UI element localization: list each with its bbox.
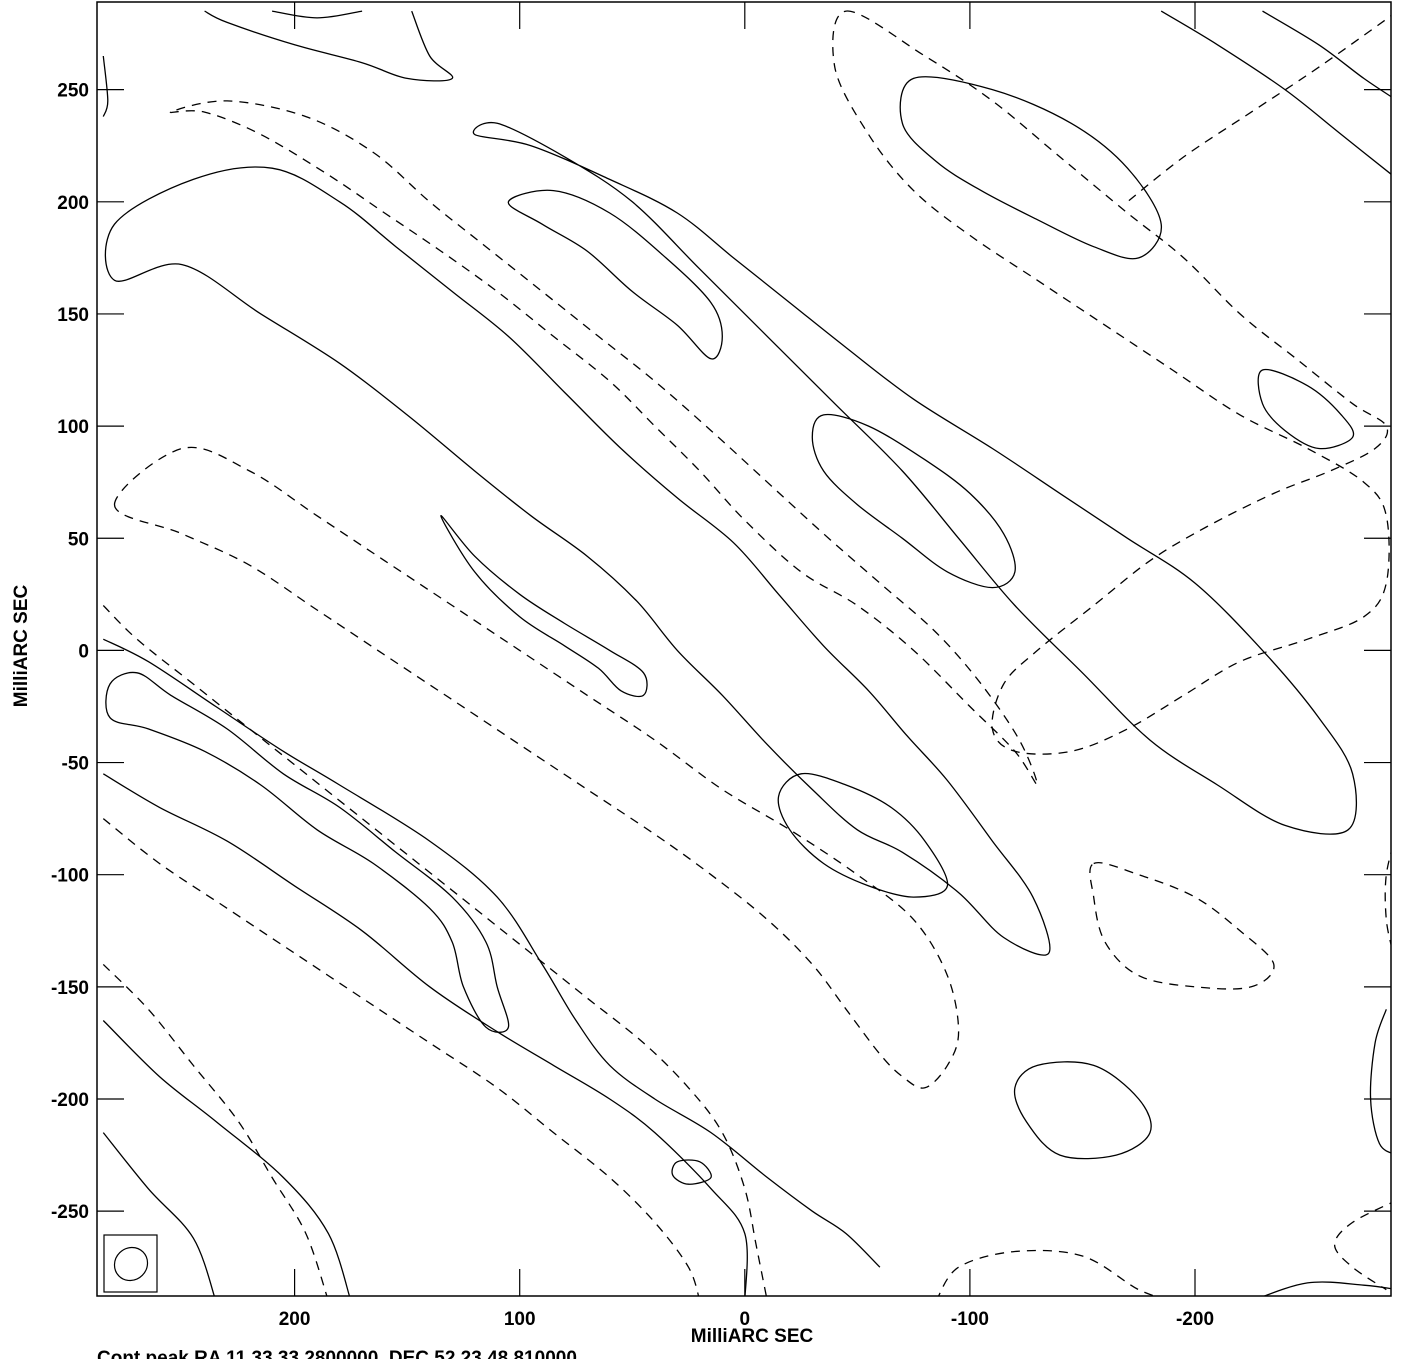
beam-box xyxy=(103,1234,158,1293)
negative-contour-24 xyxy=(832,10,1390,755)
y-tick-label: 50 xyxy=(68,529,89,550)
x-tick-labels: 200 100 0 -100 -200 xyxy=(279,1309,1214,1330)
positive-contour-8 xyxy=(1013,1061,1152,1160)
positive-contour-2 xyxy=(472,121,1357,835)
negative-contour-25 xyxy=(1089,862,1275,990)
negative-contour-23 xyxy=(113,446,960,1089)
negative-contour-31 xyxy=(1384,850,1391,948)
positive-contour-9 xyxy=(671,1159,712,1185)
positive-contour-1 xyxy=(440,515,648,698)
x-tick-label: 200 xyxy=(279,1309,311,1330)
x-tick-label: -100 xyxy=(951,1309,989,1330)
y-tick-label: -100 xyxy=(51,866,89,887)
negative-contour-30 xyxy=(1333,1202,1391,1291)
y-tick-label: 150 xyxy=(57,305,89,326)
y-tick-label: 250 xyxy=(57,81,89,102)
positive-contour-0 xyxy=(104,166,1051,956)
positive-contour-16 xyxy=(271,10,363,19)
y-tick-label: -50 xyxy=(62,754,89,775)
beam-ellipse xyxy=(113,1246,149,1282)
y-tick-label: -250 xyxy=(51,1202,89,1223)
positive-contour-19 xyxy=(1369,1009,1391,1154)
x-axis-label: MilliARC SEC xyxy=(691,1326,814,1347)
x-tick-label: -200 xyxy=(1176,1309,1214,1330)
positive-contour-12 xyxy=(102,773,748,1296)
positive-contour-11 xyxy=(103,638,881,1268)
negative-contour-27 xyxy=(102,818,700,1296)
positive-contour-18 xyxy=(1262,10,1391,98)
positive-contour-6 xyxy=(1257,368,1355,450)
y-tick-label: -200 xyxy=(51,1090,89,1111)
y-axis-label: MilliARC SEC xyxy=(11,584,32,707)
y-tick-label: 100 xyxy=(57,417,89,438)
negative-contour-22 xyxy=(169,100,1039,786)
positive-contour-10 xyxy=(105,671,510,1033)
positive-contour-17 xyxy=(1160,10,1391,175)
y-tick-label: -150 xyxy=(51,978,89,999)
positive-contour-4 xyxy=(811,413,1016,589)
negative-contour-32 xyxy=(1127,15,1391,203)
contour-lines xyxy=(102,10,1391,1296)
y-tick-label: 0 xyxy=(78,641,89,662)
positive-contour-20 xyxy=(1262,1281,1391,1296)
y-tick-labels: 250 200 150 100 50 0 -50 -100 -150 -200 -250 xyxy=(51,81,89,1224)
negative-contour-26 xyxy=(102,605,767,1296)
negative-contour-28 xyxy=(102,963,328,1296)
x-tick-label: 0 xyxy=(740,1309,751,1330)
y-tick-label: 200 xyxy=(57,193,89,214)
positive-contour-7 xyxy=(777,772,949,898)
caption: Cont peak RA 11 33 33.2800000, DEC 52 23… xyxy=(97,1348,577,1359)
negative-contour-29 xyxy=(937,1249,1157,1296)
positive-contour-13 xyxy=(102,1020,351,1296)
plot-frame xyxy=(96,1,1392,1297)
axis-ticks xyxy=(97,2,1391,1296)
positive-contour-5 xyxy=(899,76,1162,260)
positive-contour-15 xyxy=(204,10,454,82)
positive-contour-14 xyxy=(102,1132,215,1296)
positive-contour-21 xyxy=(102,55,109,117)
x-tick-label: 100 xyxy=(504,1309,536,1330)
positive-contour-3 xyxy=(507,189,723,360)
